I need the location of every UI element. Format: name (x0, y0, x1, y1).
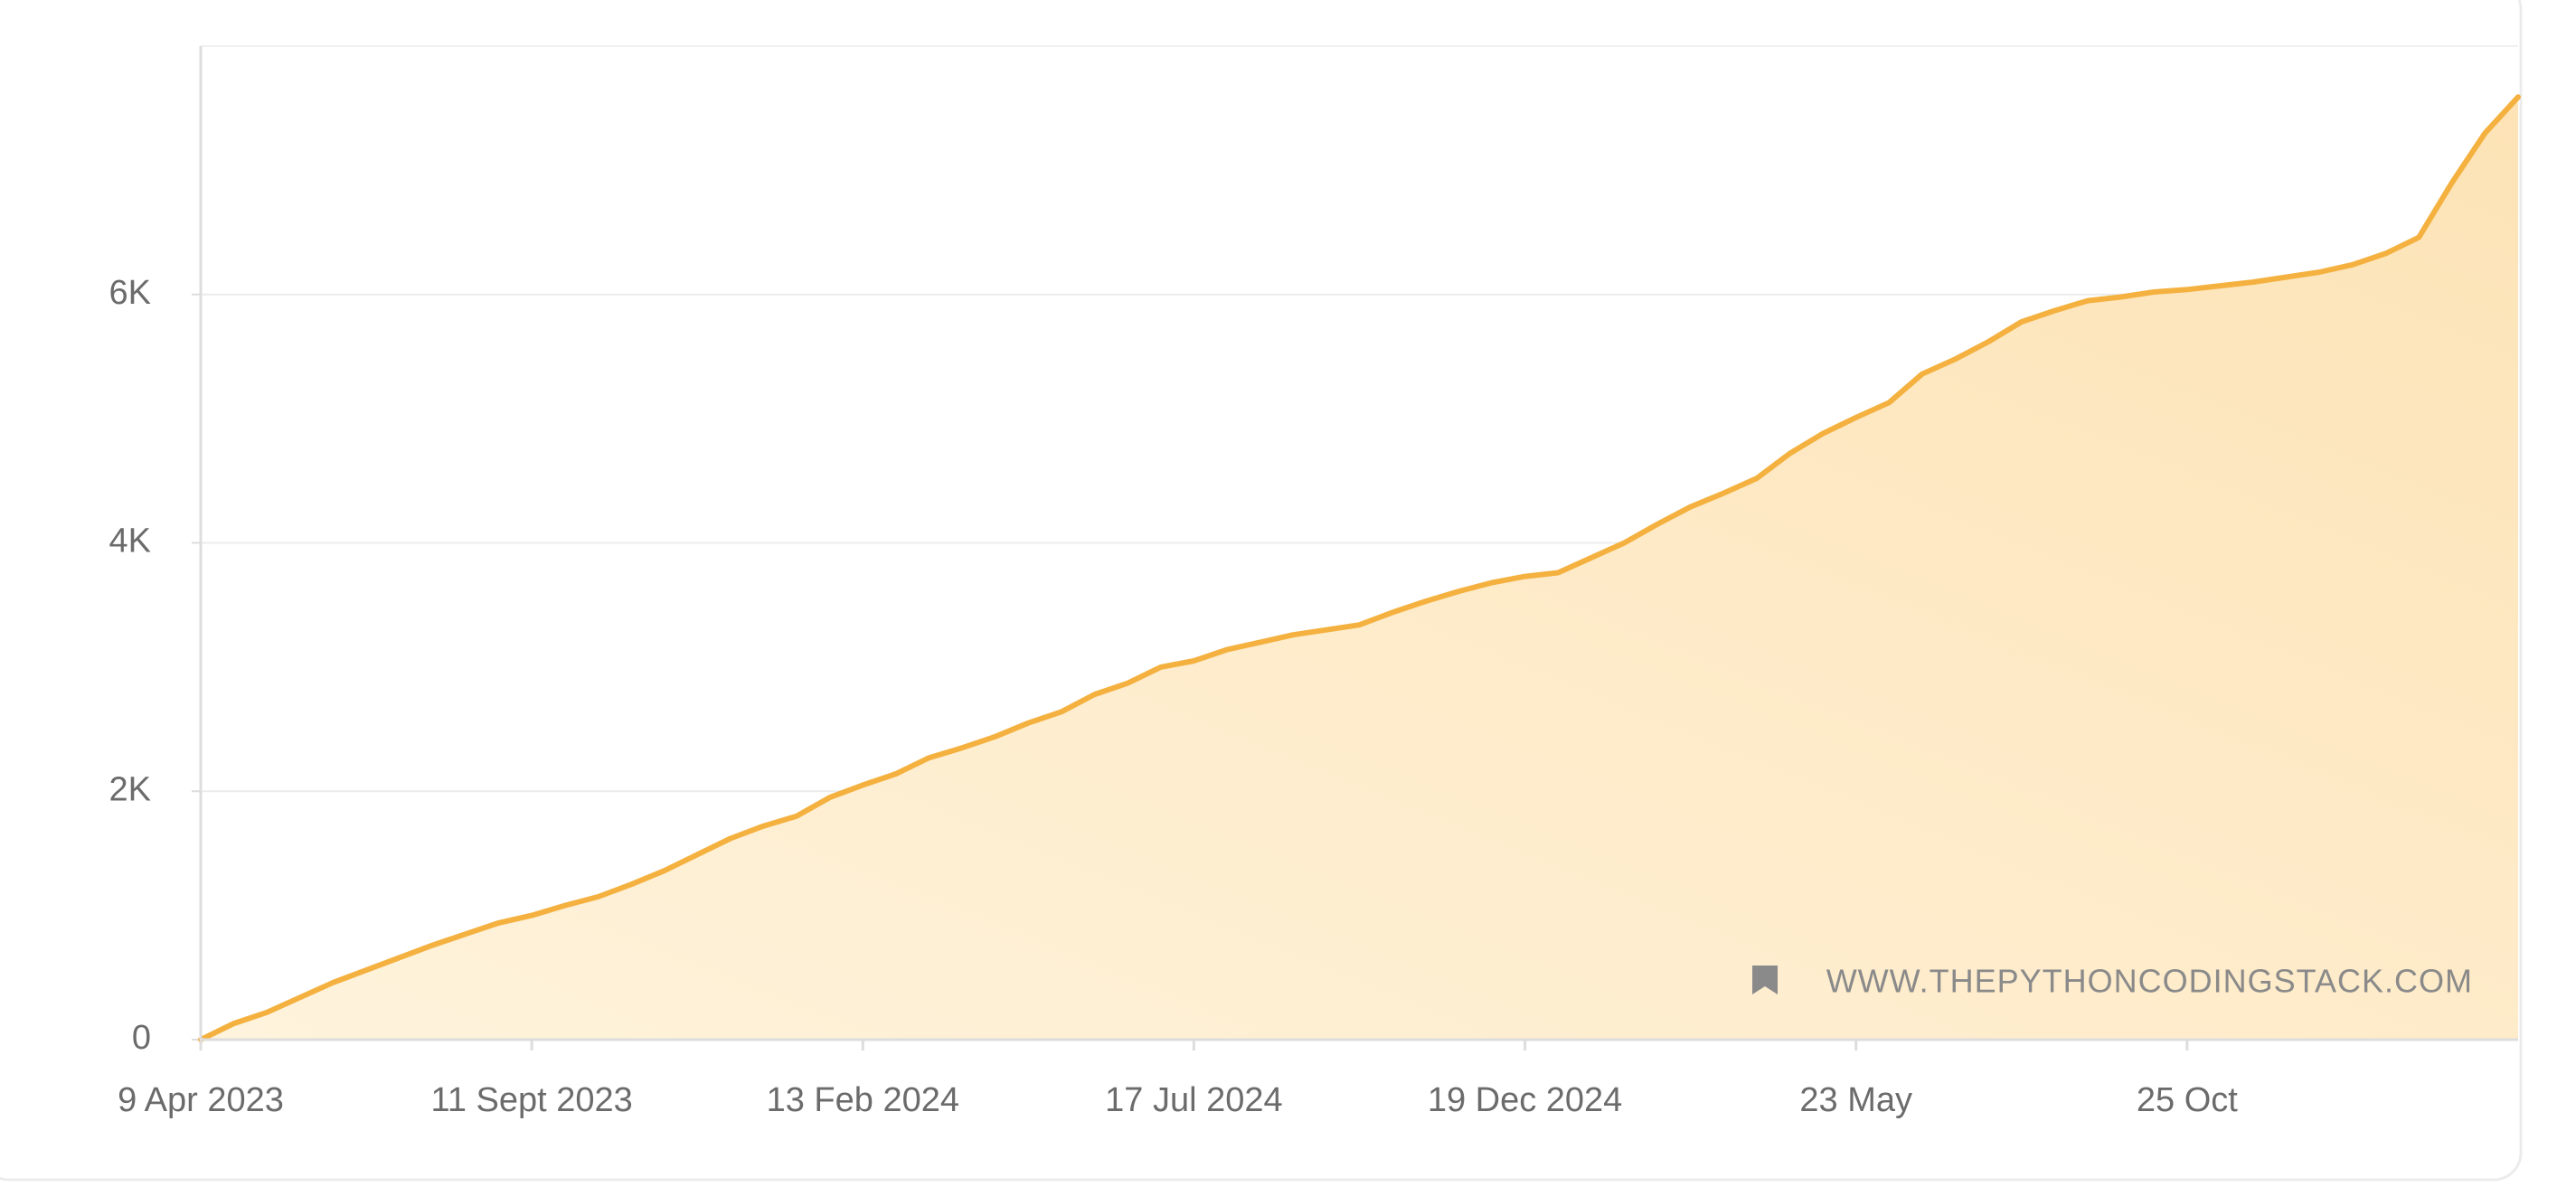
area (201, 97, 2518, 1040)
y-tick-label: 0 (132, 1019, 151, 1057)
x-tick-label: 17 Jul 2024 (1105, 1081, 1283, 1119)
x-tick-label: 11 Sept 2023 (431, 1081, 633, 1119)
x-tick-label: 9 Apr 2023 (118, 1081, 284, 1119)
y-tick-label: 4K (109, 523, 151, 561)
x-tick-label: 25 Oct (2137, 1081, 2238, 1119)
y-tick-label: 6K (109, 274, 151, 312)
x-tick-label: 13 Feb 2024 (767, 1081, 959, 1119)
watermark-text: WWW.THEPYTHONCODINGSTACK.COM (1826, 963, 2473, 1000)
x-tick-label: 19 Dec 2024 (1428, 1081, 1623, 1119)
watermark: WWW.THEPYTHONCODINGSTACK.COM (1752, 963, 2473, 1000)
x-tick-label: 23 May (1799, 1081, 1912, 1119)
y-tick-label: 2K (109, 770, 151, 808)
line (198, 94, 2521, 1042)
card-border (0, 0, 2523, 1182)
watermark-icon (1752, 966, 1778, 994)
